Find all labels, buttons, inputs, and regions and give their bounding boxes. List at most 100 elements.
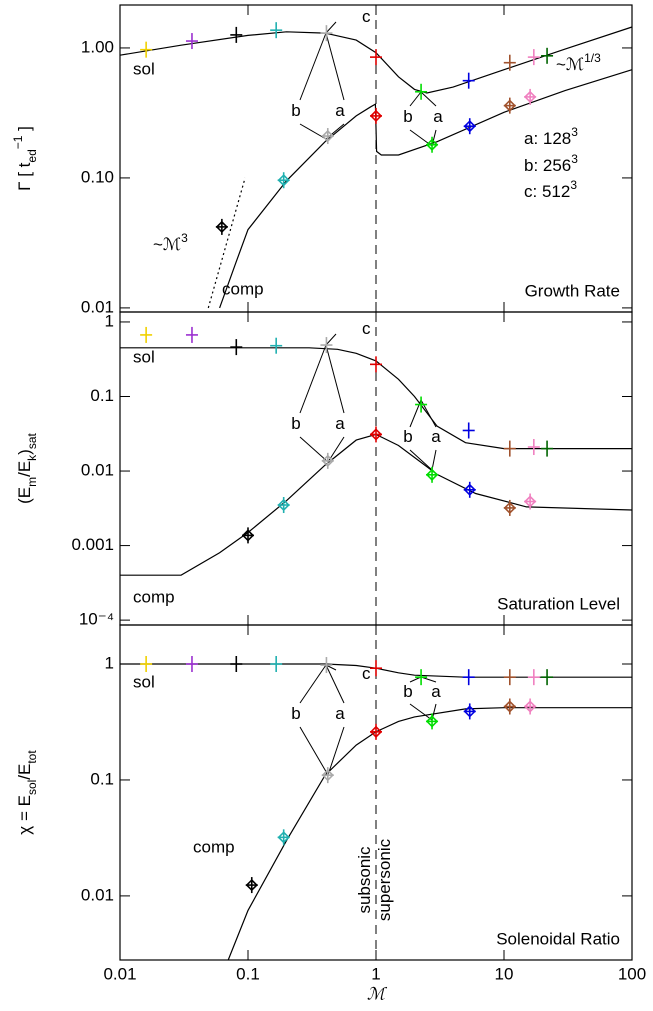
data-point bbox=[527, 439, 540, 456]
annotation-part: a bbox=[335, 704, 345, 723]
marker bbox=[245, 878, 258, 892]
data-point bbox=[140, 326, 153, 343]
marker bbox=[369, 109, 383, 123]
data-point bbox=[503, 669, 516, 686]
annotation: b bbox=[291, 101, 300, 120]
annotation: supersonic bbox=[375, 838, 394, 921]
annotation: a bbox=[335, 414, 345, 433]
annotation: b bbox=[403, 107, 412, 126]
y-tick-label: 1.00 bbox=[81, 37, 114, 56]
annotation-part: subsonic bbox=[355, 846, 374, 914]
data-point bbox=[321, 128, 334, 145]
y-axis-label-part: ed bbox=[25, 149, 39, 162]
annotation-part: a bbox=[431, 682, 441, 701]
data-point bbox=[321, 452, 334, 469]
data-point bbox=[277, 829, 290, 846]
y-axis-label-part: sol bbox=[25, 780, 39, 795]
y-axis-label-part: Γ [ t bbox=[15, 162, 34, 191]
data-point bbox=[503, 440, 516, 457]
data-point bbox=[503, 698, 516, 715]
arrow bbox=[299, 123, 327, 140]
marker bbox=[241, 529, 255, 542]
y-tick-label: 0.1 bbox=[90, 769, 114, 788]
data-point bbox=[523, 493, 537, 510]
series-label: comp bbox=[133, 587, 175, 606]
panel-title: Growth Rate bbox=[525, 281, 620, 300]
marker bbox=[369, 428, 383, 441]
arrow bbox=[299, 344, 327, 414]
series-label: sol bbox=[133, 59, 155, 78]
annotation-part: ~ℳ bbox=[153, 235, 181, 254]
data-point bbox=[462, 422, 475, 439]
x-tick-label: 10 bbox=[495, 964, 514, 983]
data-point bbox=[270, 22, 283, 39]
y-axis-label-part: k bbox=[25, 454, 39, 461]
data-point bbox=[463, 703, 476, 720]
y-tick-label: 0.10 bbox=[81, 167, 114, 186]
data-point bbox=[245, 877, 258, 894]
arrow bbox=[325, 344, 345, 414]
marker bbox=[503, 99, 516, 112]
annotation: c: 5123 bbox=[524, 178, 577, 201]
x-tick-label: 0.1 bbox=[236, 964, 260, 983]
data-point bbox=[185, 656, 198, 673]
data-point bbox=[230, 339, 243, 356]
x-tick-label: 100 bbox=[618, 964, 646, 983]
arrow bbox=[327, 726, 345, 776]
data-point bbox=[523, 88, 537, 105]
y-axis-label-part: (E bbox=[15, 487, 34, 504]
annotation-part: ~ℳ bbox=[556, 55, 584, 74]
marker bbox=[277, 498, 290, 512]
marker bbox=[523, 700, 537, 713]
annotation-part: b bbox=[291, 414, 300, 433]
data-point bbox=[503, 499, 516, 516]
annotation-part: a bbox=[335, 414, 345, 433]
data-point bbox=[277, 497, 290, 514]
annotation: c bbox=[362, 664, 371, 683]
marker bbox=[523, 495, 537, 508]
annotation: b bbox=[403, 682, 412, 701]
y-axis-label-part: ] bbox=[15, 126, 34, 135]
y-axis-label-part: sat bbox=[25, 432, 39, 449]
annotation-part: b bbox=[403, 682, 412, 701]
annotation-part: a bbox=[335, 101, 345, 120]
arrow bbox=[299, 664, 327, 704]
annotation-part: supersonic bbox=[375, 838, 394, 921]
annotation: b: 2563 bbox=[524, 152, 578, 175]
data-point bbox=[527, 669, 540, 686]
data-point bbox=[140, 656, 153, 673]
data-point bbox=[523, 698, 537, 715]
y-axis-label-part: tot bbox=[25, 750, 39, 764]
arrow bbox=[420, 91, 437, 107]
y-tick-label: 0.01 bbox=[81, 297, 114, 316]
arrow bbox=[299, 726, 329, 776]
data-point bbox=[527, 49, 540, 66]
y-axis-label-part: m bbox=[25, 477, 39, 487]
marker bbox=[369, 725, 383, 738]
annotation-part: a: 128 bbox=[524, 129, 571, 148]
marker bbox=[425, 715, 439, 728]
annotation: b bbox=[291, 414, 300, 433]
annotation-part: a bbox=[431, 427, 441, 446]
annotation-part: b bbox=[403, 107, 412, 126]
annotation-part: c bbox=[362, 7, 371, 26]
arrow bbox=[325, 664, 345, 704]
marker bbox=[523, 90, 537, 104]
data-point bbox=[370, 660, 382, 677]
y-tick-label: 10⁻⁴ bbox=[79, 610, 114, 629]
arrow bbox=[325, 32, 345, 101]
panel-title: Saturation Level bbox=[497, 594, 620, 613]
x-tick-label: 1 bbox=[371, 964, 380, 983]
marker bbox=[277, 174, 290, 187]
data-point bbox=[503, 97, 516, 114]
data-point bbox=[321, 767, 334, 784]
fit-curve bbox=[120, 347, 632, 450]
y-axis-label-part: /E bbox=[15, 764, 34, 780]
annotation-part: b bbox=[403, 427, 412, 446]
annotation: c bbox=[362, 319, 371, 338]
annotation-part: b bbox=[291, 704, 300, 723]
arrow bbox=[299, 436, 329, 463]
annotation: c bbox=[362, 7, 371, 26]
annotation: b bbox=[403, 427, 412, 446]
series-label: sol bbox=[133, 672, 155, 691]
